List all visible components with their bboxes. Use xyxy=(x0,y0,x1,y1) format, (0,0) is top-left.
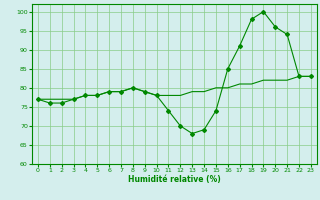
X-axis label: Humidité relative (%): Humidité relative (%) xyxy=(128,175,221,184)
